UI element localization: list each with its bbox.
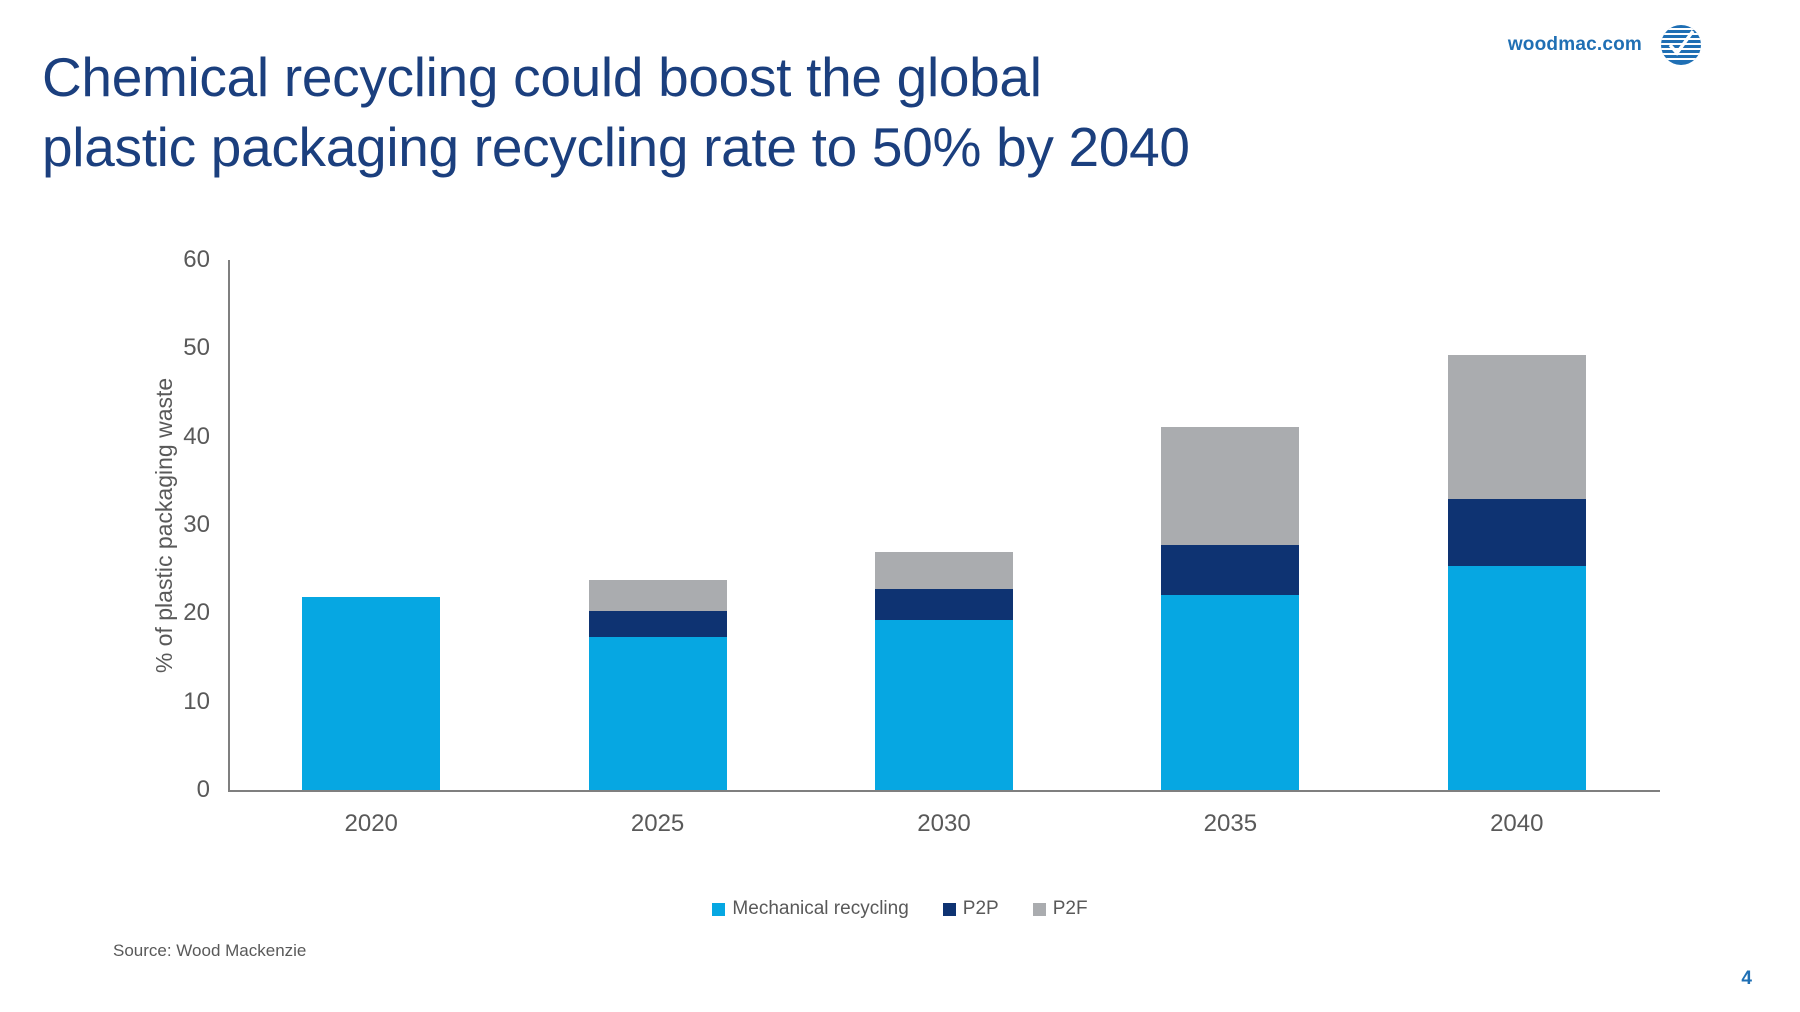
x-axis-tick-label: 2035 [1203, 810, 1258, 837]
bar-segment[interactable] [1161, 426, 1300, 546]
source-note: Source: Wood Mackenzie [113, 941, 307, 960]
bar-segment[interactable] [874, 552, 1013, 589]
page-number: 4 [1741, 968, 1752, 989]
legend-swatch-icon [712, 902, 726, 916]
bar-stack [1447, 354, 1586, 790]
bar-stack [1161, 426, 1300, 790]
legend-swatch-icon [1032, 902, 1046, 916]
bar-group[interactable]: 2040 [1374, 260, 1660, 837]
bar-segment[interactable] [1447, 565, 1586, 790]
bar-group[interactable]: 2030 [801, 260, 1087, 837]
x-axis-tick-label: 2040 [1490, 810, 1544, 837]
bar-group[interactable]: 2025 [514, 260, 800, 837]
x-axis-line [228, 790, 1660, 792]
y-axis-tick-label: 60 [183, 246, 210, 273]
y-axis-title-text: % of plastic packaging waste [151, 377, 178, 673]
plot-area: 0 10 20 30 40 50 60 2020 2025 2030 2035 2040 [183, 246, 1660, 837]
woodmac-circle-check-logo-icon [1658, 22, 1704, 68]
y-axis-tick-label: 50 [183, 334, 210, 362]
legend-label: Mechanical recycling [732, 898, 909, 919]
bar-stack [874, 552, 1013, 790]
bar-segment[interactable] [588, 637, 727, 790]
bar-segment[interactable] [588, 610, 727, 638]
x-axis-tick-label: 2020 [344, 810, 398, 837]
legend-swatch-icon [942, 902, 956, 916]
y-axis-tick-label: 40 [183, 422, 210, 450]
bar-segment[interactable] [588, 579, 727, 611]
y-axis-tick-label: 10 [183, 687, 210, 715]
y-axis-tick-label: 0 [196, 776, 210, 803]
legend-label: P2P [962, 898, 999, 919]
chart-legend: Mechanical recycling P2P P2F [0, 898, 1800, 920]
legend-item[interactable]: P2P [942, 898, 999, 920]
brand-header: woodmac.com [1508, 22, 1704, 68]
page-title: Chemical recycling could boost the globa… [42, 46, 1190, 179]
y-axis-tick-label: 20 [183, 599, 210, 627]
bar-stack [302, 597, 441, 790]
bar-segment[interactable] [1161, 545, 1300, 595]
y-axis-tick-label: 30 [183, 511, 210, 538]
x-axis-tick-label: 2030 [917, 810, 971, 837]
woodmac-site-label[interactable]: woodmac.com [1507, 34, 1642, 55]
bar-group[interactable]: 2020 [228, 260, 514, 837]
bar-segment[interactable] [1447, 354, 1586, 499]
bar-segment[interactable] [874, 619, 1013, 790]
x-axis-tick-label: 2025 [630, 810, 685, 837]
bar-segment[interactable] [1161, 594, 1300, 790]
bar-stack [588, 579, 727, 790]
bar-segment[interactable] [302, 597, 441, 790]
legend-label: P2F [1052, 898, 1088, 919]
legend-item[interactable]: P2F [1032, 898, 1088, 920]
y-axis-title: % of plastic packaging waste [148, 260, 182, 790]
legend-item[interactable]: Mechanical recycling [712, 898, 909, 920]
bar-segment[interactable] [874, 588, 1013, 620]
bar-series-group: 2020 2025 2030 2035 2040 [228, 260, 1660, 837]
y-axis-line [228, 260, 230, 790]
bar-group[interactable]: 2035 [1087, 260, 1373, 837]
bar-segment[interactable] [1447, 498, 1586, 566]
